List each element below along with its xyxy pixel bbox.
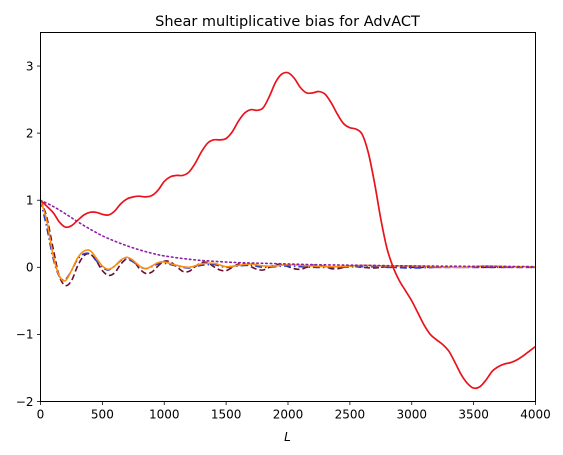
- x-tick-label: 2500: [335, 408, 366, 422]
- x-tick-label: 500: [91, 408, 114, 422]
- y-tick-label: 0: [26, 261, 34, 275]
- x-axis: 0 500 1000 1500 2000 2500 3000 3500 4000: [37, 401, 551, 422]
- x-tick-label: 3000: [396, 408, 427, 422]
- series-line-3: [40, 199, 536, 282]
- y-tick-label: 1: [26, 194, 34, 208]
- x-tick-label: 0: [37, 408, 45, 422]
- x-tick-label: 3500: [458, 408, 489, 422]
- y-tick-label: −1: [16, 328, 34, 342]
- x-axis-label: L: [284, 430, 291, 444]
- y-tick-label: −2: [16, 395, 34, 409]
- y-axis: −2 −1 0 1 2 3: [16, 59, 41, 409]
- plot-frame: [40, 32, 536, 402]
- series-layer: [40, 71, 536, 390]
- series-line-4: [40, 199, 536, 268]
- series-line-1: [40, 199, 536, 287]
- x-tick-label: 1000: [149, 408, 180, 422]
- x-tick-label: 4000: [520, 408, 551, 422]
- x-tick-label: 2000: [273, 408, 304, 422]
- chart-title: Shear multiplicative bias for AdvACT: [155, 14, 420, 30]
- x-tick-label: 1500: [211, 408, 242, 422]
- y-tick-label: 2: [26, 126, 34, 140]
- series-line-5: [40, 71, 536, 390]
- y-tick-label: 3: [26, 59, 34, 73]
